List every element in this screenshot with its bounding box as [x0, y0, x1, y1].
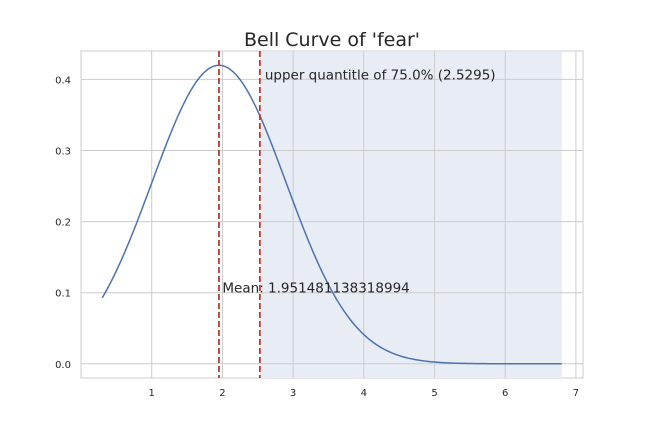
chart-title: Bell Curve of 'fear' [244, 29, 420, 51]
x-tick-label: 2 [219, 388, 225, 399]
x-tick-label: 1 [149, 388, 155, 399]
mean-annotation: Mean: 1.951481138318994 [222, 281, 409, 297]
x-tick-label: 4 [361, 388, 367, 399]
y-tick-label: 0.3 [55, 147, 71, 158]
y-tick-label: 0.0 [55, 360, 71, 371]
y-tick-label: 0.2 [55, 218, 71, 229]
y-tick-label: 0.4 [55, 75, 71, 86]
quantile-annotation: upper quantitle of 75.0% (2.5295) [265, 67, 496, 83]
y-tick-label: 0.1 [55, 289, 71, 300]
x-tick-label: 7 [573, 388, 579, 399]
bell-curve-line [101, 64, 562, 365]
shaded-quantile-region [259, 52, 562, 378]
x-tick-label: 5 [431, 388, 437, 399]
x-tick-label: 6 [502, 388, 508, 399]
x-tick-label: 3 [290, 388, 296, 399]
